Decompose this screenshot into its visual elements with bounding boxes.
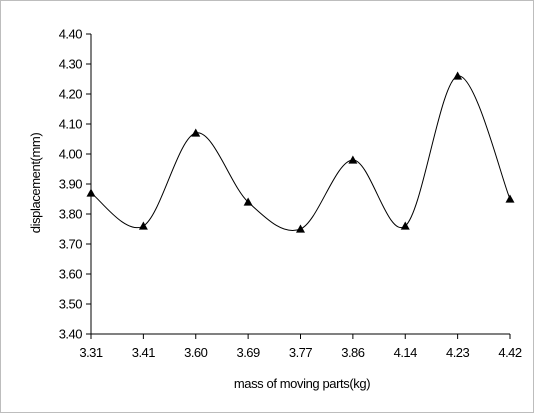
data-point-marker	[86, 188, 96, 197]
y-tick-label: 4.10	[59, 117, 83, 132]
x-tick-label: 3.86	[341, 345, 365, 360]
data-markers	[86, 71, 515, 233]
data-point-marker	[138, 221, 148, 230]
data-point-marker	[400, 221, 410, 230]
x-axis-title: mass of moving parts(kg)	[234, 376, 370, 391]
x-tick-label: 4.14	[394, 345, 418, 360]
y-axis-title: displacement(mm)	[28, 133, 43, 234]
y-tick-label: 3.50	[59, 297, 83, 312]
series-line	[90, 75, 511, 231]
x-tick-label: 4.23	[446, 345, 470, 360]
x-tick-label: 3.31	[79, 345, 103, 360]
x-tick-label: 3.60	[184, 345, 208, 360]
y-tick-label: 3.90	[59, 177, 83, 192]
data-point-marker	[348, 155, 358, 164]
y-tick-label: 3.80	[59, 207, 83, 222]
y-tick-label: 4.40	[59, 27, 83, 42]
x-tick-label: 3.77	[289, 345, 313, 360]
x-tick-label: 3.69	[236, 345, 260, 360]
data-point-marker	[296, 224, 305, 233]
y-tick-label: 4.30	[59, 57, 83, 72]
data-point-marker	[243, 197, 253, 206]
y-tick-label: 3.40	[59, 327, 83, 342]
y-tick-label: 4.00	[59, 147, 83, 162]
x-tick-label: 4.42	[498, 345, 522, 360]
y-axis-ticks: 3.40 3.50 3.60 3.70 3.80 3.90 4.00 4.10 4.20 4.30…	[59, 27, 91, 342]
data-point-marker	[453, 71, 463, 80]
x-tick-label: 3.41	[132, 345, 156, 360]
y-tick-label: 3.60	[59, 267, 83, 282]
x-axis-ticks: 3.31 3.41 3.60 3.69 3.77 3.86 4.14 4.23 4.42	[79, 334, 522, 360]
y-tick-label: 4.20	[59, 87, 83, 102]
y-tick-label: 3.70	[59, 237, 83, 252]
data-point-marker	[191, 128, 201, 137]
data-point-marker	[505, 194, 515, 203]
